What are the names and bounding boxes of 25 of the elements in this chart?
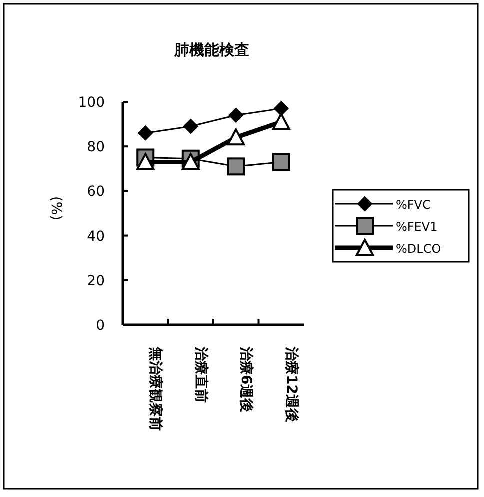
point: [182, 153, 200, 170]
chart-title: 肺機能検査: [174, 41, 250, 59]
legend-label: %FVC: [396, 198, 431, 212]
point: [228, 108, 244, 123]
y-tick-label: 20: [87, 273, 105, 290]
legend-label: %FEV1: [396, 220, 438, 234]
x-tick-label: 治療12週後: [283, 346, 300, 422]
point: [227, 128, 246, 146]
point: [274, 101, 289, 116]
x-tick-label: 治療直前: [192, 346, 210, 403]
point: [272, 113, 290, 130]
y-tick-label: 40: [87, 228, 105, 245]
y-tick-label: 60: [87, 184, 105, 200]
legend-label: %DLCO: [396, 242, 442, 256]
point: [138, 126, 154, 141]
y-tick-label: 100: [78, 95, 105, 111]
x-tick-label: 無治療観察前: [148, 346, 165, 431]
point: [227, 158, 246, 176]
x-tick-label: 治療6週後: [238, 346, 256, 413]
y-axis-title: (%): [48, 196, 64, 221]
point: [183, 119, 198, 134]
point: [272, 153, 290, 172]
point: [136, 153, 155, 170]
y-tick-label: 0: [96, 318, 105, 334]
y-tick-label: 80: [87, 140, 105, 156]
